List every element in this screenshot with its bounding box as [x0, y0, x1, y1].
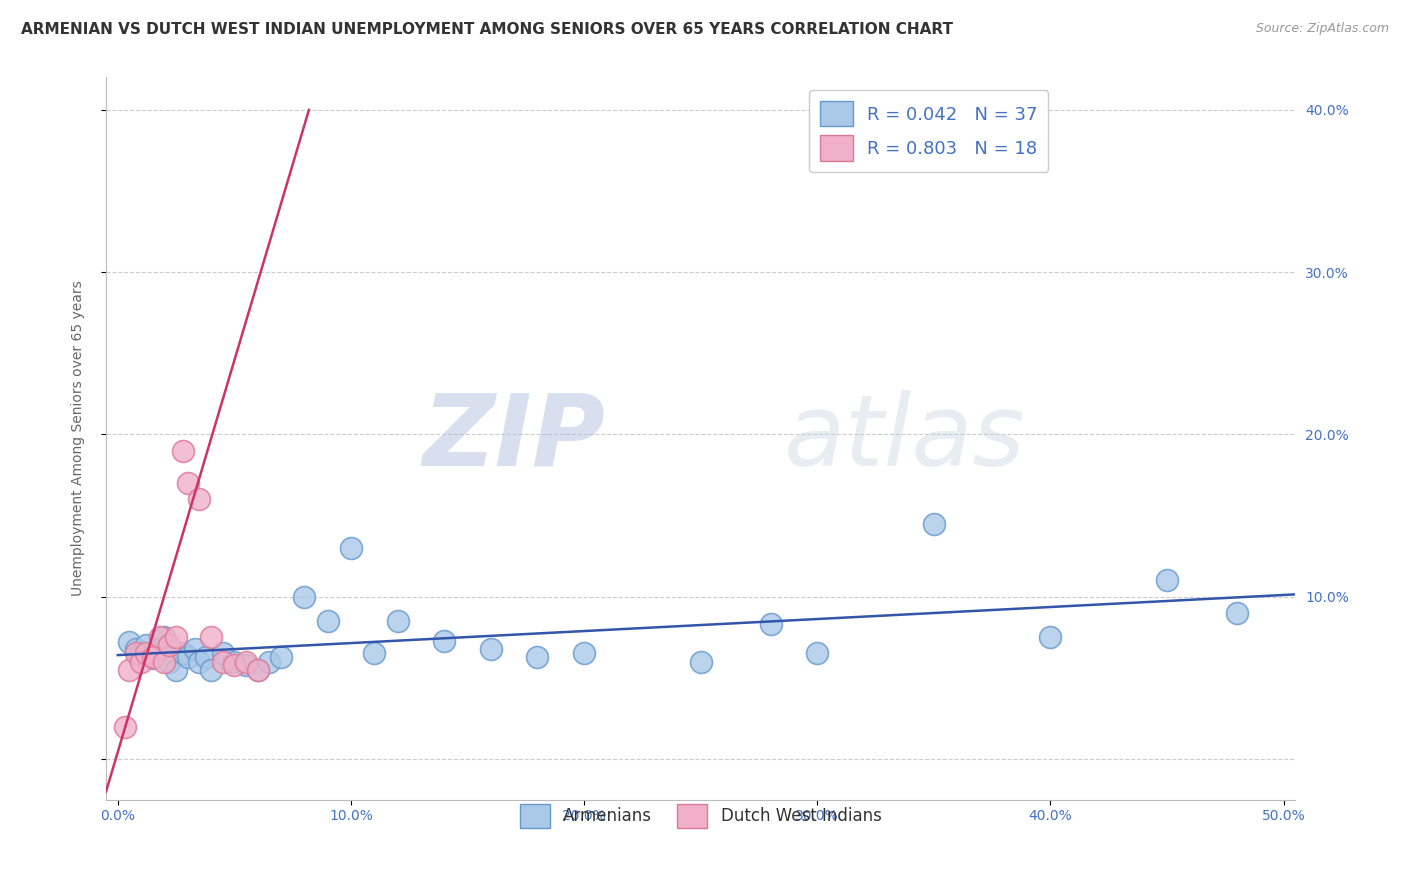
- Point: [572, 647, 595, 661]
- Point: [340, 541, 363, 555]
- Text: ZIP: ZIP: [423, 390, 606, 487]
- Point: [188, 655, 211, 669]
- Text: Source: ZipAtlas.com: Source: ZipAtlas.com: [1256, 22, 1389, 36]
- Point: [125, 647, 148, 661]
- Point: [176, 649, 198, 664]
- Point: [689, 655, 711, 669]
- Point: [129, 655, 152, 669]
- Point: [176, 476, 198, 491]
- Point: [246, 663, 269, 677]
- Point: [1156, 574, 1178, 588]
- Point: [114, 719, 136, 733]
- Point: [1226, 606, 1249, 620]
- Point: [153, 655, 176, 669]
- Point: [224, 657, 246, 672]
- Point: [387, 614, 409, 628]
- Point: [153, 630, 176, 644]
- Point: [235, 655, 257, 669]
- Point: [157, 655, 180, 669]
- Point: [200, 663, 222, 677]
- Point: [270, 649, 292, 664]
- Text: ARMENIAN VS DUTCH WEST INDIAN UNEMPLOYMENT AMONG SENIORS OVER 65 YEARS CORRELATI: ARMENIAN VS DUTCH WEST INDIAN UNEMPLOYME…: [21, 22, 953, 37]
- Point: [149, 630, 172, 644]
- Point: [211, 647, 233, 661]
- Point: [129, 647, 152, 661]
- Point: [118, 635, 141, 649]
- Point: [433, 633, 456, 648]
- Point: [211, 655, 233, 669]
- Point: [1039, 630, 1062, 644]
- Point: [142, 649, 165, 664]
- Point: [118, 663, 141, 677]
- Point: [292, 590, 315, 604]
- Point: [165, 630, 187, 644]
- Point: [165, 663, 187, 677]
- Text: atlas: atlas: [785, 390, 1025, 487]
- Point: [246, 663, 269, 677]
- Point: [363, 647, 385, 661]
- Point: [172, 647, 194, 661]
- Point: [149, 641, 172, 656]
- Point: [316, 614, 339, 628]
- Point: [259, 655, 281, 669]
- Point: [195, 649, 218, 664]
- Point: [188, 492, 211, 507]
- Point: [172, 443, 194, 458]
- Y-axis label: Unemployment Among Seniors over 65 years: Unemployment Among Seniors over 65 years: [72, 281, 86, 597]
- Point: [125, 641, 148, 656]
- Point: [224, 655, 246, 669]
- Legend: Armenians, Dutch West Indians: Armenians, Dutch West Indians: [513, 797, 889, 835]
- Point: [183, 641, 205, 656]
- Point: [759, 617, 782, 632]
- Point: [135, 639, 157, 653]
- Point: [235, 657, 257, 672]
- Point: [157, 639, 180, 653]
- Point: [922, 516, 945, 531]
- Point: [806, 647, 828, 661]
- Point: [526, 649, 548, 664]
- Point: [135, 647, 157, 661]
- Point: [142, 651, 165, 665]
- Point: [200, 630, 222, 644]
- Point: [479, 641, 502, 656]
